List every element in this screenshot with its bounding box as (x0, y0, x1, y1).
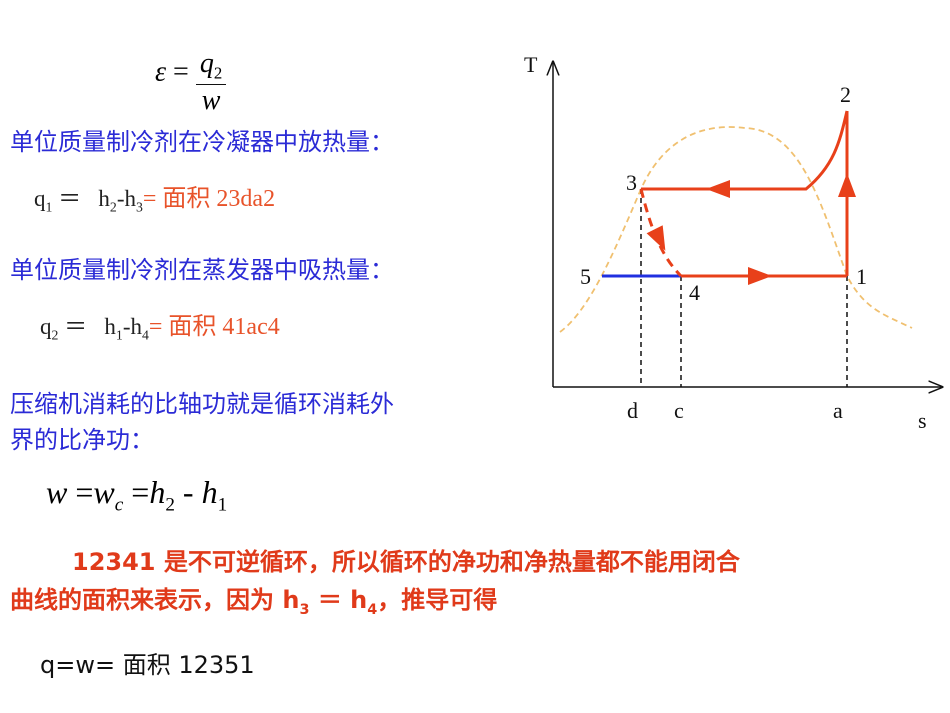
text-line: 曲线的面积来表示，因为 h3 ＝ h4，推导可得 (10, 580, 497, 618)
subscript: c (114, 494, 124, 516)
subscript: 1 (45, 199, 53, 215)
axis-mark-label: c (674, 398, 684, 423)
symbol: = (75, 474, 94, 510)
text: ，推导可得 (377, 586, 498, 614)
subscript: 3 (299, 601, 310, 618)
area-label: = 面积 23da2 (142, 186, 276, 212)
text-line: 12341 是不可逆循环，所以循环的净功和净热量都不能用闭合 (72, 548, 740, 576)
point-label: 1 (856, 264, 867, 289)
axis-label: T (524, 52, 538, 77)
symbol: q (199, 48, 214, 79)
symbol: - (182, 474, 194, 510)
symbol: h (98, 186, 110, 211)
symbol: h (149, 474, 166, 510)
symbol: ε (155, 56, 167, 88)
subscript: 2 (109, 199, 117, 215)
axis-mark-label: d (627, 398, 638, 423)
subscript: 2 (165, 494, 175, 516)
text-line: 单位质量制冷剂在蒸发器中吸热量： (10, 256, 394, 284)
area-label: = 面积 41ac4 (148, 314, 280, 340)
symbol: -h (122, 314, 142, 339)
symbol: h (104, 314, 116, 339)
efficiency-formula: ε = q2 w (155, 40, 227, 116)
symbol: w (46, 474, 68, 510)
axis-mark-label: a (833, 398, 843, 423)
symbol: h (201, 474, 218, 510)
symbol: = (173, 56, 189, 88)
point-label: 2 (840, 82, 851, 107)
point-label: 4 (689, 280, 700, 305)
symbol: ＝ (52, 186, 87, 211)
denominator: w (201, 84, 221, 116)
symbol: q (40, 314, 52, 339)
symbol: = (131, 474, 150, 510)
text-line: 单位质量制冷剂在冷凝器中放热量： (10, 128, 394, 156)
point-label: 3 (626, 170, 637, 195)
subscript: 3 (135, 199, 143, 215)
subscript: 4 (141, 327, 149, 343)
symbol: -h (116, 186, 136, 211)
subscript: 4 (367, 601, 378, 618)
formula-line: q1 ＝ h2-h3= 面积 23da2 (34, 178, 275, 216)
fraction: q2 w (195, 48, 227, 117)
work-formula: w =wc =h2 - h1 (46, 474, 227, 516)
saturation-dome (559, 126, 913, 333)
symbol: q (34, 186, 46, 211)
subscript: 2 (51, 327, 59, 343)
text-line: 界的比净功： (10, 426, 154, 454)
subscript: 1 (217, 494, 228, 516)
subscript: 2 (213, 63, 223, 83)
numerator: q2 (195, 48, 227, 85)
text-line: q=w= 面积 12351 (40, 651, 255, 679)
text: 曲线的面积来表示，因为 h (10, 586, 300, 614)
text-line: 压缩机消耗的比轴功就是循环消耗外 (10, 390, 394, 418)
symbol: w (93, 474, 115, 510)
point-label: 5 (580, 264, 591, 289)
subscript: 1 (115, 327, 123, 343)
text: ＝ h (309, 586, 368, 614)
cycle (639, 110, 856, 285)
axis-label: s (918, 408, 927, 433)
projection-lines (640, 189, 848, 387)
formula-line: q2 ＝ h1-h4= 面积 41ac4 (40, 306, 280, 344)
symbol: ＝ (58, 314, 93, 339)
